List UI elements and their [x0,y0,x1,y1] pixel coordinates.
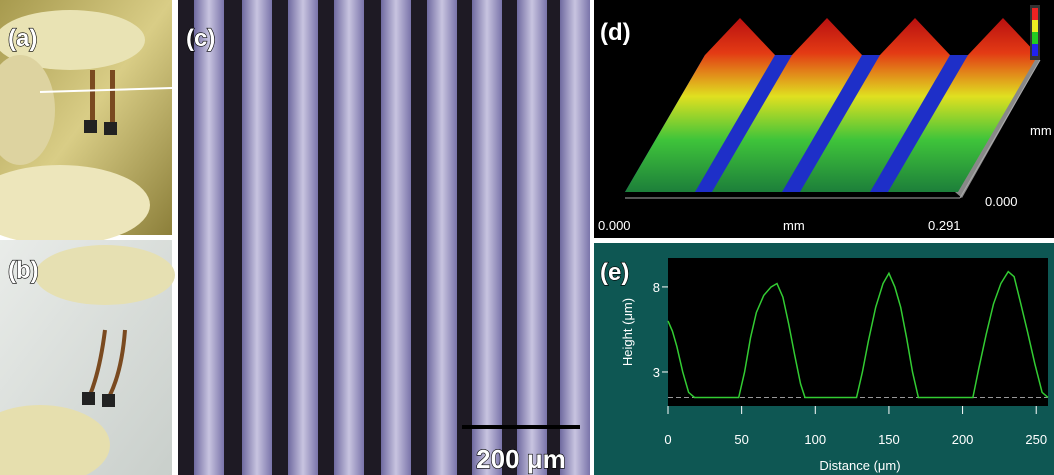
y-axis-title: Height (μm) [620,298,635,366]
figure: (a) (b) 200 μm (c) 0.000 mm 0.291 mm 0.0… [0,0,1054,475]
panel-label: (b) [8,257,39,284]
panel-label: (c) [186,25,215,52]
panel-label: (e) [600,259,629,286]
stripe [517,0,547,475]
x-axis-title: Distance (μm) [819,458,900,473]
profile-chart: (e) Distance (μm) Height (μm) 0 50 100 150 2… [594,243,1054,475]
axis-label: 0.000 [598,218,631,233]
stripe [472,0,502,475]
x-tick-label: 250 [1025,432,1047,447]
axis-label: 0.291 [928,218,961,233]
stripe [381,0,411,475]
x-tick-label: 100 [804,432,826,447]
panel-label: (d) [600,19,631,46]
stripe [194,0,224,475]
photo-b: (b) [0,240,175,475]
x-tick-label: 50 [734,432,748,447]
x-tick-label: 150 [878,432,900,447]
surface-3d: 0.000 mm 0.291 mm 0.000 (d) [594,0,1054,238]
stripe [427,0,457,475]
axis-label: mm [1030,123,1052,138]
stripe [334,0,364,475]
axis-label: mm [783,218,805,233]
axis-label: 0.000 [985,194,1018,209]
stripe [242,0,272,475]
micrograph [178,0,590,475]
x-tick-label: 200 [952,432,974,447]
y-tick-label: 3 [653,365,660,380]
y-tick-label: 8 [653,280,660,295]
x-tick-label: 0 [664,432,671,447]
stripe [560,0,590,475]
panel-label: (a) [8,25,37,52]
photo-a: (a) [0,0,172,245]
stripe [288,0,318,475]
scale-bar-label: 200 μm [476,444,566,474]
